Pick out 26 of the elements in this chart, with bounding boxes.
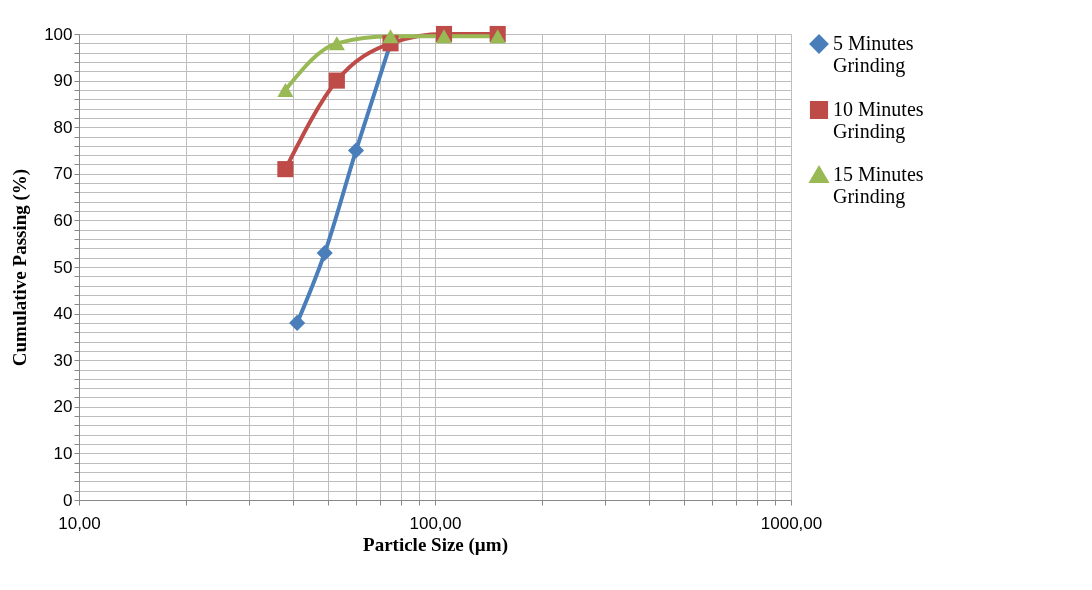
x-axis-title: Particle Size (µm) xyxy=(363,533,508,556)
legend-label: 5 Minutes Grinding xyxy=(833,32,914,77)
point xyxy=(489,29,506,44)
point xyxy=(382,29,399,44)
y-tick-label: 80 xyxy=(53,117,73,137)
x-tick-label: 1000,00 xyxy=(760,513,823,533)
y-tick-label: 70 xyxy=(53,164,73,184)
x-tick-label: 100,00 xyxy=(409,513,462,533)
y-tick-label: 20 xyxy=(53,397,73,417)
y-tick-label: 60 xyxy=(53,210,73,230)
point xyxy=(328,72,345,89)
y-tick-label: 100 xyxy=(44,24,73,44)
point xyxy=(277,82,294,97)
y-tick-label: 10 xyxy=(53,443,73,463)
y-tick-label: 30 xyxy=(53,350,73,370)
y-tick-label: 0 xyxy=(63,490,73,510)
legend-label: 15 Minutes Grinding xyxy=(833,163,924,208)
y-tick-label: 50 xyxy=(53,257,73,277)
y-axis-title: Cumulative Passing (%) xyxy=(9,168,32,367)
point xyxy=(435,29,453,44)
point xyxy=(328,36,345,51)
legend-label: 10 Minutes Grinding xyxy=(833,98,924,143)
point xyxy=(277,161,294,178)
x-tick-label: 10,00 xyxy=(58,513,101,533)
y-tick-label: 40 xyxy=(53,304,73,324)
y-tick-label: 90 xyxy=(53,71,73,91)
